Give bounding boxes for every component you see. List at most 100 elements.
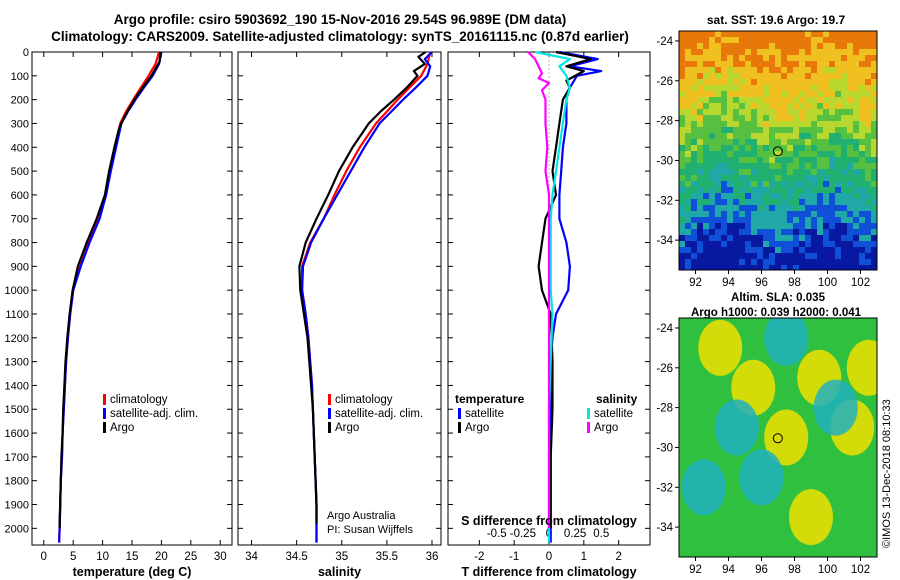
sst-cell — [757, 217, 763, 223]
sst-cell — [859, 253, 865, 259]
sst-cell — [733, 151, 739, 157]
sst-cell — [823, 31, 829, 37]
map-x-tick-label: 102 — [851, 277, 870, 289]
sst-cell — [865, 85, 871, 91]
sst-cell — [709, 181, 715, 187]
sst-cell — [811, 253, 817, 259]
sst-cell — [763, 223, 769, 229]
sst-cell — [865, 217, 871, 223]
sst-cell — [793, 43, 799, 49]
sst-cell — [853, 259, 859, 265]
sst-cell — [733, 223, 739, 229]
sst-cell — [769, 259, 775, 265]
sst-cell — [859, 37, 865, 43]
sst-cell — [709, 85, 715, 91]
sst-cell — [781, 121, 787, 127]
sst-cell — [691, 73, 697, 79]
sst-cell — [865, 259, 871, 265]
sst-cell — [787, 217, 793, 223]
sst-cell — [757, 247, 763, 253]
sst-cell — [751, 67, 757, 73]
sst-cell — [775, 43, 781, 49]
sst-cell — [697, 193, 703, 199]
sst-cell — [805, 55, 811, 61]
sst-cell — [835, 73, 841, 79]
sst-cell — [823, 91, 829, 97]
sst-cell — [847, 37, 853, 43]
sst-cell — [751, 109, 757, 115]
sst-cell — [769, 223, 775, 229]
sst-cell — [691, 211, 697, 217]
sst-cell — [859, 265, 865, 270]
sst-cell — [853, 217, 859, 223]
sst-cell — [853, 247, 859, 253]
sst-cell — [799, 37, 805, 43]
sst-cell — [679, 163, 685, 169]
sst-cell — [757, 139, 763, 145]
sst-cell — [721, 211, 727, 217]
sst-cell — [859, 157, 865, 163]
sst-cell — [703, 61, 709, 67]
sst-cell — [799, 43, 805, 49]
sst-cell — [859, 205, 865, 211]
sst-cell — [751, 217, 757, 223]
sla-blob — [764, 318, 809, 366]
sst-cell — [775, 121, 781, 127]
sst-cell — [757, 121, 763, 127]
sst-cell — [709, 241, 715, 247]
sst-cell — [865, 133, 871, 139]
series-line-s-argo — [527, 51, 551, 529]
sst-cell — [799, 217, 805, 223]
sst-cell — [703, 205, 709, 211]
sst-cell — [703, 109, 709, 115]
sst-cell — [835, 181, 841, 187]
sst-cell — [817, 139, 823, 145]
sst-cell — [751, 205, 757, 211]
sst-cell — [757, 43, 763, 49]
sst-cell — [805, 79, 811, 85]
depth-tick-label: 700 — [11, 214, 29, 226]
sst-cell — [727, 85, 733, 91]
sst-cell — [799, 61, 805, 67]
sst-cell — [817, 151, 823, 157]
sst-cell — [727, 229, 733, 235]
sst-cell — [817, 121, 823, 127]
sst-cell — [841, 97, 847, 103]
sst-cell — [835, 217, 841, 223]
sst-cell — [811, 247, 817, 253]
sst-cell — [721, 253, 727, 259]
sst-cell — [823, 217, 829, 223]
sst-cell — [781, 127, 787, 133]
sst-cell — [847, 247, 853, 253]
sst-cell — [733, 187, 739, 193]
sst-cell — [847, 67, 853, 73]
map-y-tick-label: -26 — [656, 363, 673, 375]
sst-cell — [787, 193, 793, 199]
sla-blob — [846, 339, 877, 396]
sst-cell — [721, 103, 727, 109]
sst-cell — [763, 241, 769, 247]
sst-cell — [745, 103, 751, 109]
sst-cell — [721, 61, 727, 67]
sst-cell — [793, 253, 799, 259]
sst-cell — [787, 205, 793, 211]
sst-cell — [769, 73, 775, 79]
sst-cell — [787, 49, 793, 55]
sst-cell — [835, 145, 841, 151]
sst-cell — [763, 193, 769, 199]
sst-cell — [715, 181, 721, 187]
sst-cell — [847, 61, 853, 67]
sst-cell — [787, 211, 793, 217]
sst-cell — [727, 37, 733, 43]
sst-cell — [823, 229, 829, 235]
sst-cell — [829, 103, 835, 109]
sst-cell — [787, 133, 793, 139]
sst-cell — [817, 265, 823, 270]
sst-cell — [859, 199, 865, 205]
sst-cell — [793, 97, 799, 103]
sst-cell — [871, 229, 877, 235]
sst-cell — [811, 121, 817, 127]
sst-cell — [865, 31, 871, 37]
sst-cell — [709, 97, 715, 103]
sst-cell — [835, 91, 841, 97]
